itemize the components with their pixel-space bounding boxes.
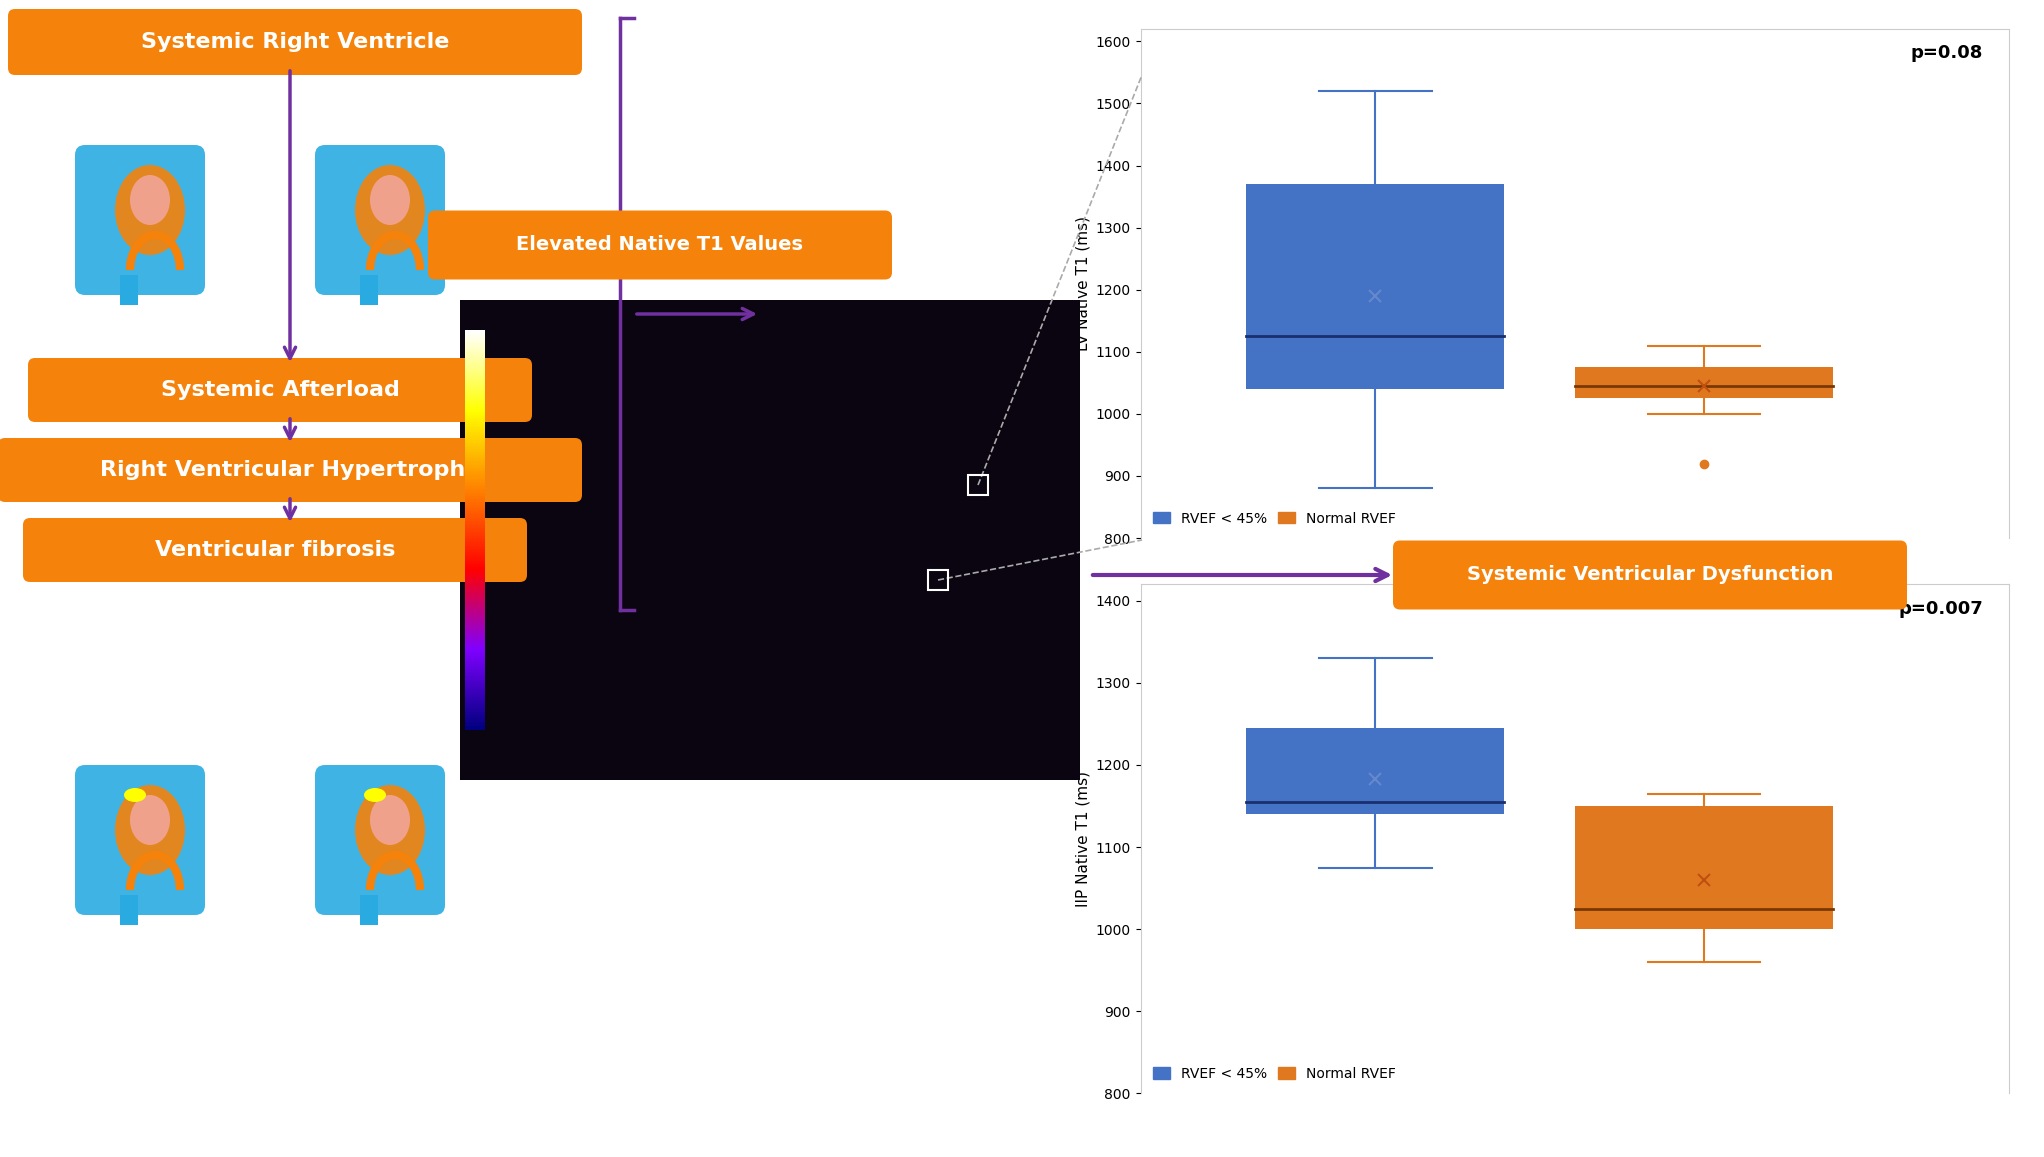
Ellipse shape [364,788,386,802]
Bar [969,476,987,495]
Text: Systemic Ventricular Dysfunction: Systemic Ventricular Dysfunction [1468,566,1833,584]
Y-axis label: IIP Native T1 (ms): IIP Native T1 (ms) [1075,771,1089,907]
Ellipse shape [131,795,170,845]
FancyBboxPatch shape [1247,184,1504,389]
Legend: RVEF < 45%, Normal RVEF: RVEF < 45%, Normal RVEF [1147,1061,1402,1086]
Ellipse shape [114,165,186,255]
Text: Right Ventricular Hypertrophy: Right Ventricular Hypertrophy [100,460,480,480]
Ellipse shape [131,175,170,224]
Ellipse shape [125,788,145,802]
FancyBboxPatch shape [1394,540,1907,610]
Y-axis label: LV Native T1 (ms): LV Native T1 (ms) [1075,216,1089,351]
Bar [460,300,1079,780]
Text: Ventricular fibrosis: Ventricular fibrosis [155,540,394,560]
Ellipse shape [114,784,186,875]
FancyBboxPatch shape [8,9,583,75]
Ellipse shape [370,795,411,845]
FancyBboxPatch shape [315,765,446,915]
Text: p=0.007: p=0.007 [1899,599,1983,618]
Text: Systemic Right Ventricle: Systemic Right Ventricle [141,32,450,52]
FancyBboxPatch shape [1574,806,1833,929]
FancyBboxPatch shape [1247,728,1504,815]
Ellipse shape [356,165,425,255]
Ellipse shape [370,175,411,224]
Legend: RVEF < 45%, Normal RVEF: RVEF < 45%, Normal RVEF [1147,506,1402,531]
Text: Systemic Afterload: Systemic Afterload [161,379,399,400]
Bar [360,275,378,305]
Bar [928,570,948,590]
Text: Elevated Native T1 Values: Elevated Native T1 Values [517,236,803,255]
FancyBboxPatch shape [427,211,891,280]
FancyBboxPatch shape [1574,367,1833,398]
FancyBboxPatch shape [22,518,527,582]
FancyBboxPatch shape [315,145,446,295]
Bar [360,896,378,924]
FancyBboxPatch shape [76,765,204,915]
Text: p=0.08: p=0.08 [1911,44,1983,62]
Bar [121,275,139,305]
FancyBboxPatch shape [0,439,583,502]
Ellipse shape [356,784,425,875]
FancyBboxPatch shape [29,358,531,422]
FancyBboxPatch shape [76,145,204,295]
Bar [121,896,139,924]
